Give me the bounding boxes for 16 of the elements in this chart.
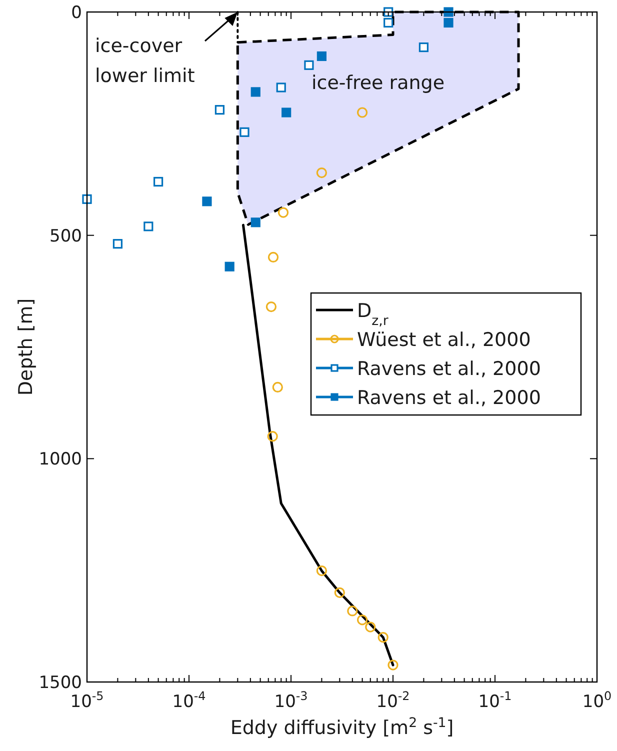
x-tick-label: 10$^{-3}$ [274, 689, 308, 712]
annotation: ice-cover lower limit [95, 35, 195, 87]
y-axis-title: Depth [m] [15, 298, 37, 396]
legend-label: Ravens et al., 2000 [357, 387, 541, 409]
x-tick-label: 10$^{-2}$ [376, 689, 410, 712]
y-tick-label: 1000 [38, 450, 82, 470]
legend-label: D$_{z,r}$ [357, 300, 389, 328]
series-label: ice-free range [312, 72, 445, 94]
x-tick-label: 10$^{-1}$ [478, 689, 512, 712]
y-tick-label: 0 [71, 3, 82, 23]
x-tick-label: 10$^{0}$ [582, 689, 612, 712]
y-tick-label: 500 [50, 226, 82, 246]
legend-label: Wüest et al., 2000 [357, 329, 531, 351]
legend-label: Ravens et al., 2000 [357, 358, 541, 380]
x-axis-title: Eddy diffusivity [m$^{2}$ s$^{-1}$] [230, 716, 454, 739]
x-tick-label: 10$^{-4}$ [172, 689, 206, 712]
